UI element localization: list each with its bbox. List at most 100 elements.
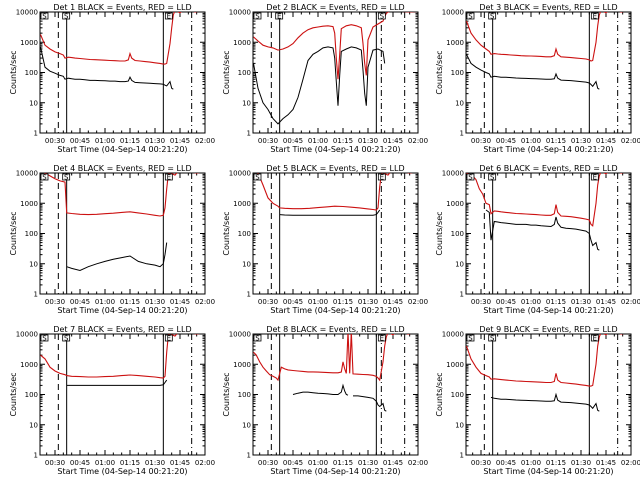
y-axis-label: Counts/sec — [9, 211, 18, 255]
x-tick-label: 00:45 — [496, 459, 516, 467]
marker-box-label: S — [490, 12, 495, 20]
y-tick-label: 10000 — [229, 9, 251, 17]
marker-box-label: E — [167, 12, 171, 20]
panel-title: Det 6 BLACK = Events, RED = LLD — [479, 164, 617, 173]
y-tick-label: 1 — [34, 130, 38, 138]
marker-box-label: S — [42, 173, 47, 181]
x-tick-label: 01:00 — [95, 137, 115, 145]
marker-box-label: E — [380, 173, 384, 181]
x-tick-label: 00:45 — [70, 459, 90, 467]
marker-box-label: E — [593, 334, 597, 342]
y-axis-label: Counts/sec — [435, 372, 444, 416]
plot-frame — [39, 11, 206, 134]
x-tick-label: 01:15 — [546, 137, 566, 145]
marker-box-label: E — [380, 334, 384, 342]
marker-box — [164, 173, 173, 181]
y-tick-label: 10 — [455, 260, 464, 268]
y-tick-label: 10000 — [16, 9, 38, 17]
lld-series-line — [466, 12, 624, 62]
marker-box-label: S — [490, 334, 495, 342]
lld-series-line — [40, 334, 201, 379]
plot-area — [466, 12, 624, 90]
x-tick-label: 00:45 — [70, 298, 90, 306]
x-tick-label: 01:15 — [546, 298, 566, 306]
panel-det-3: Det 3 BLACK = Events, RED = LLD 1 10 100 100… — [435, 3, 640, 154]
x-tick-label: 01:15 — [333, 137, 353, 145]
y-tick-label: 1 — [247, 130, 251, 138]
x-tick-label: 01:15 — [546, 459, 566, 467]
marker-box-label: S — [42, 334, 47, 342]
y-tick-label: 100 — [238, 230, 251, 238]
x-tick-label: 01:00 — [308, 137, 328, 145]
x-tick-label: 01:15 — [120, 459, 140, 467]
panel-title: Det 2 BLACK = Events, RED = LLD — [266, 3, 404, 12]
y-tick-label: 100 — [25, 69, 38, 77]
x-tick-label: 00:30 — [45, 298, 65, 306]
x-tick-label: 02:00 — [621, 298, 640, 306]
y-tick-label: 100 — [238, 69, 251, 77]
marker-box — [40, 12, 49, 20]
events-series-line — [485, 209, 600, 251]
x-tick-label: 01:30 — [571, 137, 591, 145]
plot-frame — [465, 11, 632, 134]
lld-series-line — [466, 334, 624, 387]
y-axis-label: Counts/sec — [9, 50, 18, 94]
x-axis-label: Start Time (04-Sep-14 00:21:20) — [270, 145, 400, 154]
marker-box-label: E — [277, 12, 281, 20]
y-tick-label: 100 — [238, 391, 251, 399]
marker-box-label: S — [64, 173, 69, 181]
plot-area — [40, 334, 201, 386]
y-tick-label: 10000 — [16, 170, 38, 178]
x-tick-label: 02:00 — [621, 137, 640, 145]
panel-title: Det 8 BLACK = Events, RED = LLD — [266, 325, 404, 334]
x-tick-label: 01:00 — [308, 298, 328, 306]
x-tick-label: 02:00 — [408, 298, 428, 306]
y-tick-label: 100 — [25, 391, 38, 399]
y-tick-label: 1000 — [20, 200, 38, 208]
y-tick-label: 1000 — [446, 39, 464, 47]
panel-title: Det 5 BLACK = Events, RED = LLD — [266, 164, 404, 173]
panel-title: Det 4 BLACK = Events, RED = LLD — [53, 164, 191, 173]
y-tick-label: 100 — [451, 230, 464, 238]
marker-box-label: S — [490, 173, 495, 181]
y-tick-label: 10 — [29, 260, 38, 268]
marker-box — [62, 173, 71, 181]
y-tick-label: 100 — [451, 391, 464, 399]
marker-box — [590, 12, 599, 20]
x-axis-label: Start Time (04-Sep-14 00:21:20) — [57, 306, 187, 315]
x-tick-label: 01:30 — [571, 459, 591, 467]
y-tick-label: 10 — [455, 421, 464, 429]
x-tick-label: 01:15 — [333, 298, 353, 306]
marker-box-label: E — [167, 173, 171, 181]
marker-box — [466, 12, 475, 20]
y-tick-label: 1 — [247, 452, 251, 460]
panel-det-1: Det 1 BLACK = Events, RED = LLD 1 10 100 100… — [9, 3, 215, 154]
x-tick-label: 01:45 — [383, 137, 403, 145]
x-tick-label: 01:30 — [358, 298, 378, 306]
y-tick-label: 1000 — [446, 361, 464, 369]
marker-box — [40, 173, 49, 181]
y-tick-label: 1 — [460, 291, 464, 299]
y-tick-label: 10000 — [16, 331, 38, 339]
panel-det-8: Det 8 BLACK = Events, RED = LLD 1 10 100 100… — [222, 325, 428, 476]
y-tick-label: 10000 — [442, 331, 464, 339]
x-tick-label: 00:30 — [258, 137, 278, 145]
marker-box-label: S — [468, 12, 473, 20]
x-tick-label: 01:45 — [170, 298, 190, 306]
panel-det-6: Det 6 BLACK = Events, RED = LLD 1 10 100 100… — [435, 164, 640, 315]
y-tick-label: 10 — [29, 421, 38, 429]
marker-box — [377, 12, 386, 20]
x-tick-label: 01:00 — [95, 298, 115, 306]
y-tick-label: 10 — [242, 99, 251, 107]
y-tick-label: 1000 — [233, 39, 251, 47]
marker-box-label: S — [64, 12, 69, 20]
marker-box-label: S — [42, 12, 47, 20]
marker-box-label: E — [593, 173, 597, 181]
lld-series-line — [466, 173, 624, 227]
x-tick-label: 02:00 — [195, 459, 215, 467]
x-tick-label: 02:00 — [195, 298, 215, 306]
x-tick-label: 00:30 — [45, 459, 65, 467]
x-tick-label: 00:45 — [283, 298, 303, 306]
marker-box — [590, 334, 599, 342]
x-tick-label: 01:45 — [170, 137, 190, 145]
